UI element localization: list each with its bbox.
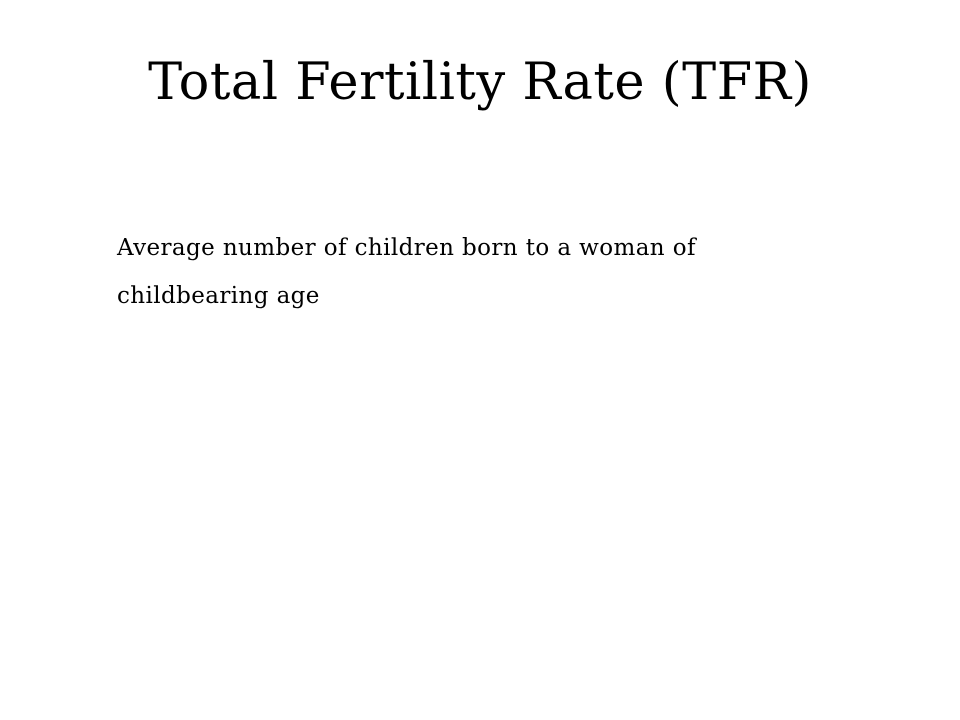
slide-body: Average number of children born to a wom… [117,224,897,320]
body-line: childbearing age [117,283,320,309]
slide-title: Total Fertility Rate (TFR) [148,53,812,112]
body-line: Average number of children born to a wom… [117,235,696,261]
